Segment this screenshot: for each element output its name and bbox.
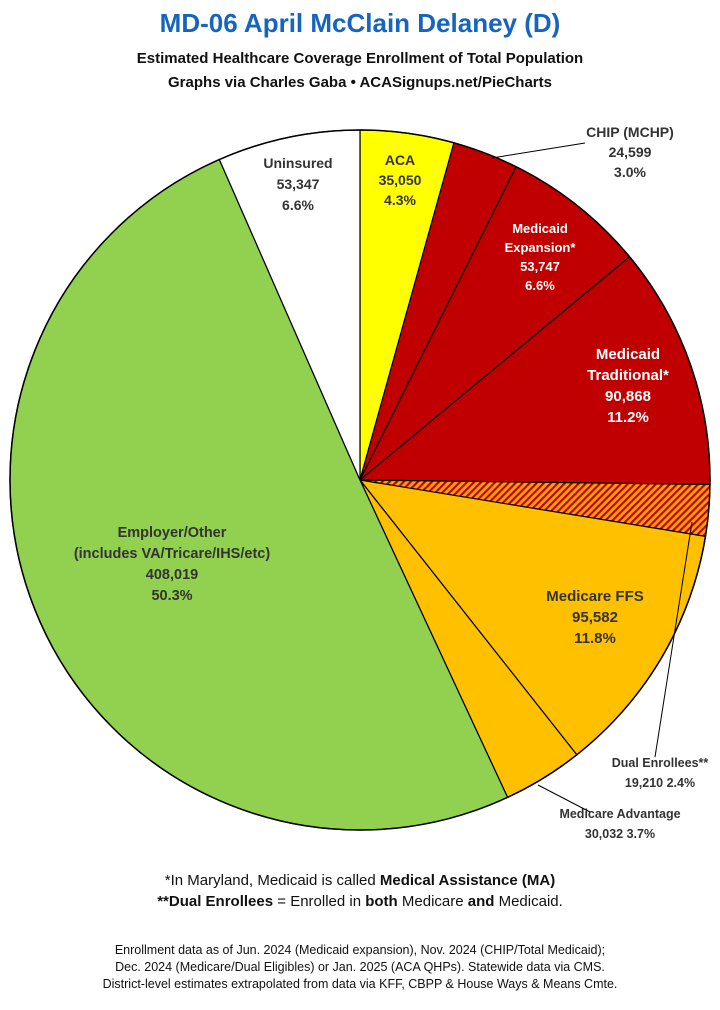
label-text: ACA	[385, 152, 415, 168]
label-text: Employer/Other	[118, 525, 227, 541]
label-text: Expansion*	[505, 240, 577, 255]
slice-label-aca: ACA 35,050 4.3%	[379, 152, 422, 208]
label-text: 11.8%	[574, 630, 616, 647]
label-text: 3.0%	[614, 164, 646, 180]
label-text: 95,582	[572, 609, 618, 626]
slice-label-medicaid-traditional: Medicaid Traditional* 90,868 11.2%	[587, 346, 669, 426]
slice-label-medicare-advantage: Medicare Advantage 30,032 3.7%	[537, 784, 681, 841]
footer-line-2: Dec. 2024 (Medicare/Dual Eligibles) or J…	[115, 960, 605, 974]
medicaid-note: *In Maryland, Medicaid is called Medical…	[164, 872, 556, 889]
label-text: Dual Enrollees**	[612, 756, 709, 770]
leader-line	[537, 784, 591, 813]
label-text: 408,019	[146, 567, 198, 583]
slice-label-employer-other-includes-va-tricare-ihs-etc: Employer/Other (includes VA/Tricare/IHS/e…	[74, 525, 271, 604]
label-text: 90,868	[605, 388, 651, 405]
footer-line-1: Enrollment data as of Jun. 2024 (Medicai…	[114, 943, 606, 957]
chart-title: MD-06 April McClain Delaney (D)	[159, 8, 561, 38]
label-text: (includes VA/Tricare/IHS/etc)	[74, 546, 271, 562]
slice-label-medicaid-expansion: Medicaid Expansion* 53,747 6.6%	[505, 221, 577, 293]
label-text: Medicare Advantage	[559, 807, 680, 821]
label-text: 50.3%	[151, 588, 192, 604]
label-text: Traditional*	[587, 367, 669, 384]
dual-enrollees-note: **Dual Enrollees = Enrolled in both Medi…	[157, 893, 563, 910]
footer-line-3: District-level estimates extrapolated fr…	[102, 977, 618, 991]
chart-credit: Graphs via Charles Gaba • ACASignups.net…	[168, 74, 552, 91]
chart-subtitle: Estimated Healthcare Coverage Enrollment…	[136, 50, 584, 67]
label-text: 30,032 3.7%	[585, 827, 655, 841]
label-text: 35,050	[379, 172, 422, 188]
pie-outline	[9, 129, 711, 831]
label-text: 6.6%	[282, 197, 314, 213]
leader-line	[491, 142, 586, 159]
label-text: Uninsured	[263, 155, 332, 171]
leader-line	[654, 521, 693, 758]
slice-label-dual-enrollees: Dual Enrollees** 19,210 2.4%	[612, 521, 709, 790]
label-text: 53,747	[520, 259, 560, 274]
label-text: 4.3%	[384, 192, 416, 208]
label-text: 53,347	[277, 176, 320, 192]
label-text: Medicare FFS	[546, 588, 644, 605]
label-text: CHIP (MCHP)	[586, 124, 674, 140]
label-text: Medicaid	[512, 221, 568, 236]
label-text: 11.2%	[607, 409, 649, 426]
label-text: Medicaid	[596, 346, 660, 363]
slice-label-medicare-ffs: Medicare FFS 95,582 11.8%	[546, 588, 644, 647]
slice-label-uninsured: Uninsured 53,347 6.6%	[263, 155, 332, 213]
label-text: 19,210 2.4%	[625, 776, 695, 790]
label-text: 24,599	[609, 144, 652, 160]
label-text: 6.6%	[525, 278, 555, 293]
slice-label-chip-mchp: CHIP (MCHP) 24,599 3.0%	[491, 124, 674, 180]
